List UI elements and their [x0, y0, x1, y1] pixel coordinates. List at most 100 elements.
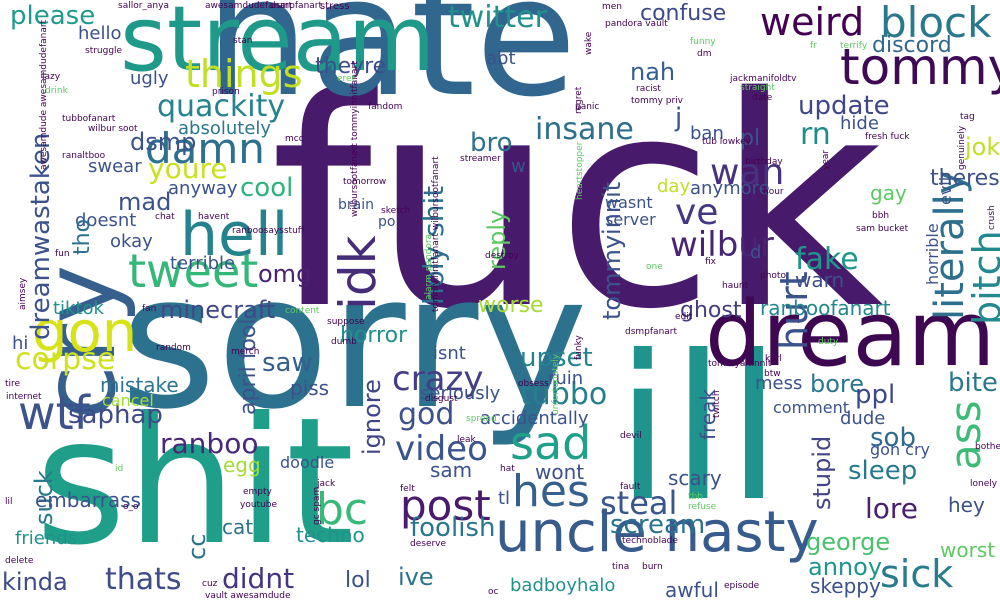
cloud-word: bbh	[872, 211, 890, 221]
cloud-word: dsmpfanart	[625, 327, 678, 337]
cloud-word: tommy	[840, 38, 1000, 96]
cloud-word: corpse	[15, 342, 116, 377]
cloud-word: worse	[478, 293, 544, 318]
cloud-word: sallor_anya	[118, 1, 169, 11]
cloud-word: server	[605, 210, 656, 229]
cloud-word: brain	[338, 197, 374, 213]
cloud-word: gon cry	[870, 440, 931, 459]
cloud-word: sob	[870, 423, 916, 453]
cloud-word: sad	[510, 416, 592, 470]
cloud-word: tomorrow	[343, 177, 387, 187]
cloud-word: wan	[710, 152, 785, 193]
cloud-word: gc spam	[312, 486, 322, 525]
cloud-word: upset	[520, 343, 593, 373]
cloud-word: funky	[574, 335, 584, 360]
cloud-word: haunt	[722, 281, 749, 291]
cloud-word: hat	[500, 464, 515, 474]
cloud-word: w	[511, 156, 526, 177]
cloud-word: god	[398, 397, 455, 432]
cloud-word: george	[806, 528, 891, 556]
cloud-word: o_o	[123, 502, 139, 512]
cloud-word: ban	[690, 123, 724, 144]
cloud-word: friends	[15, 528, 78, 549]
cloud-word: uncle nasty	[495, 500, 819, 565]
cloud-word: photo	[760, 271, 786, 281]
cloud-word: ill	[615, 313, 782, 546]
cloud-word: sam bucket	[856, 224, 909, 234]
cloud-word: theres	[930, 166, 1000, 191]
cloud-word: piss	[290, 376, 330, 400]
cloud-word: ranboofanart	[760, 296, 891, 320]
cloud-word: hate	[205, 0, 577, 133]
cloud-word: deserve	[410, 539, 447, 549]
cloud-word: block	[880, 0, 992, 47]
cloud-word: tiktok	[53, 298, 104, 319]
cloud-word: lazy	[42, 72, 61, 82]
cloud-word: discord	[872, 33, 952, 58]
cloud-word: suppose	[327, 317, 365, 327]
cloud-word: burn	[642, 562, 663, 572]
cloud-word: funny	[690, 37, 716, 47]
cloud-word: tubbofanart	[62, 114, 116, 124]
cloud-word: sorry	[120, 234, 588, 450]
cloud-word: thats	[105, 562, 182, 597]
cloud-word: awesamdudefanart	[205, 1, 293, 11]
cloud-word: egg	[223, 453, 261, 477]
cloud-word: tweet	[128, 244, 259, 298]
cloud-word: fan	[142, 304, 157, 314]
cloud-word: destroy	[485, 251, 519, 261]
cloud-word: wilbursootfanart tommyinnitfanart	[350, 61, 360, 217]
cloud-word: mistake	[100, 373, 179, 397]
cloud-word: awful	[665, 578, 719, 600]
cloud-word: cat	[222, 515, 254, 539]
cloud-word: ranboosaysstuff	[232, 226, 304, 236]
cloud-word: duty	[818, 337, 839, 347]
cloud-word: didnt	[222, 562, 295, 595]
cloud-word: anymore	[690, 178, 770, 199]
cloud-word: cc	[183, 533, 211, 560]
cloud-word: tommy priv	[631, 96, 683, 106]
cloud-word: spread	[466, 414, 497, 424]
cloud-word: rn	[800, 117, 831, 152]
cloud-word: ghost	[680, 298, 742, 323]
cloud-word: lonely	[970, 479, 998, 489]
cloud-word: merch	[231, 347, 260, 357]
cloud-word: devil	[620, 431, 642, 441]
cloud-word: terrible	[170, 253, 236, 274]
cloud-word: bore	[810, 370, 865, 398]
cloud-word: warn	[795, 268, 845, 292]
cloud-word: shit	[35, 381, 355, 584]
cloud-word: vault awesamdude	[205, 591, 291, 600]
cloud-word: internet	[6, 392, 42, 402]
cloud-word: cool	[240, 173, 294, 203]
cloud-word: ass	[941, 400, 990, 470]
cloud-word: absolutely	[178, 118, 272, 139]
cloud-word: fun	[55, 249, 70, 259]
cloud-word: jackmanifoldtv	[730, 74, 797, 84]
cloud-word: terrify	[840, 41, 868, 51]
cloud-word: alarm pandora	[424, 233, 434, 300]
cloud-word: btw	[764, 369, 781, 379]
cloud-word: anyway	[168, 178, 238, 199]
cloud-word: bitch	[965, 230, 1000, 325]
cloud-word: please	[10, 1, 96, 31]
cloud-word: hes	[512, 466, 590, 517]
cloud-word: jack	[317, 479, 336, 489]
cloud-word: fuck	[270, 36, 884, 373]
cloud-word: tbh	[688, 492, 703, 502]
cloud-word: joke	[965, 133, 1000, 161]
cloud-word: ve	[675, 192, 719, 233]
cloud-word: ranboo	[160, 427, 259, 460]
cloud-word: cancel	[102, 391, 154, 410]
cloud-word: wtf	[18, 386, 90, 440]
cloud-word: kinda	[2, 568, 68, 596]
cloud-word: lore	[865, 492, 919, 525]
cloud-word: april fool	[236, 318, 261, 416]
cloud-word: racist	[636, 84, 661, 94]
cloud-word: ruin	[548, 368, 584, 389]
cloud-word: stress	[320, 1, 350, 12]
cloud-word: hell	[180, 200, 289, 270]
cloud-word: eret	[337, 74, 356, 84]
cloud-word: cuz	[202, 579, 218, 589]
cloud-word: pl	[740, 126, 761, 151]
